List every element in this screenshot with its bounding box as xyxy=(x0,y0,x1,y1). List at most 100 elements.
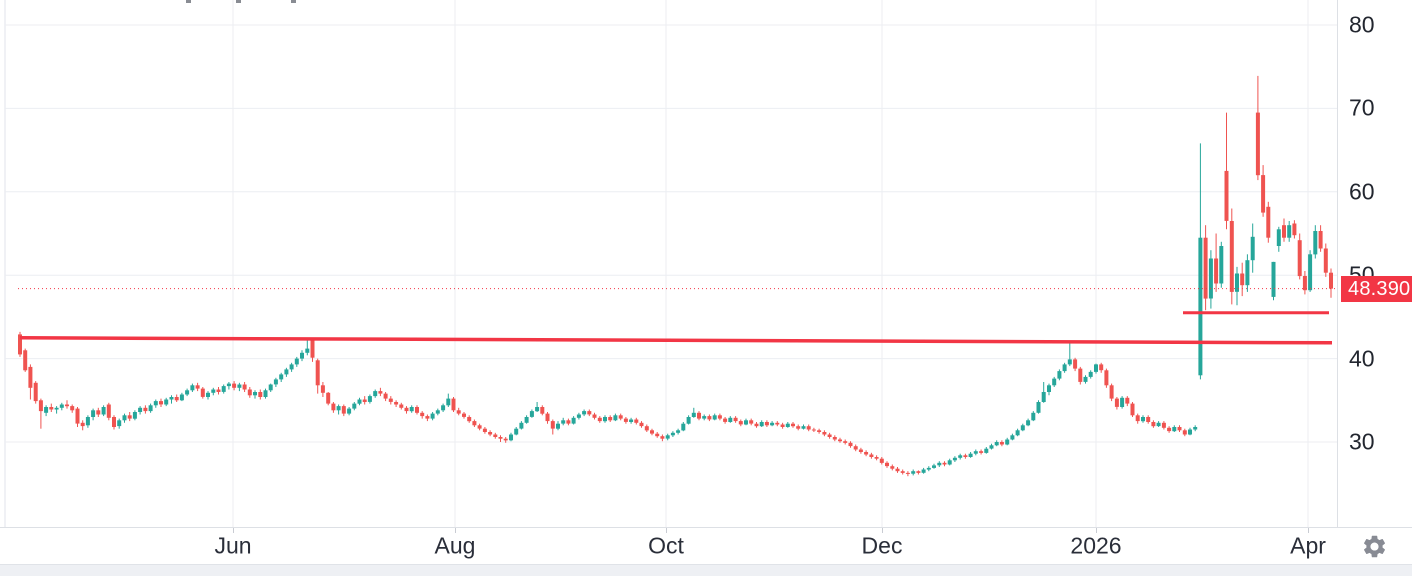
candle xyxy=(754,423,759,427)
candle xyxy=(70,406,75,411)
candle xyxy=(435,410,440,414)
long-support-ray[interactable] xyxy=(19,336,1333,345)
candle xyxy=(702,416,707,419)
candle xyxy=(200,388,205,397)
candle xyxy=(179,394,184,401)
candle xyxy=(775,422,780,425)
time-axis[interactable]: Jun Aug Oct Dec 2026 Apr xyxy=(0,527,1337,564)
time-tick-label: Dec xyxy=(861,532,903,559)
candle xyxy=(801,426,806,429)
candle xyxy=(973,451,978,454)
candle xyxy=(336,406,341,411)
candle xyxy=(420,412,425,417)
price-tick-label: 70 xyxy=(1349,94,1375,121)
time-tick-label: Oct xyxy=(648,532,684,559)
candle xyxy=(1094,364,1098,372)
candle xyxy=(686,417,691,424)
candle xyxy=(493,434,498,437)
candle xyxy=(1214,258,1219,284)
candle xyxy=(1062,364,1067,372)
price-tick-label: 80 xyxy=(1349,11,1375,38)
candle xyxy=(1167,427,1172,432)
price-tick-label: 60 xyxy=(1349,178,1375,205)
candle xyxy=(253,392,257,396)
candle xyxy=(206,392,210,397)
time-axis-settings-button[interactable] xyxy=(1337,527,1412,564)
candle xyxy=(566,420,571,424)
candle xyxy=(911,471,916,474)
candle xyxy=(1240,273,1245,286)
candle xyxy=(357,399,362,404)
candlestick-plot[interactable] xyxy=(0,0,1337,527)
candle xyxy=(556,423,560,429)
candle xyxy=(869,454,874,457)
candle xyxy=(827,434,832,437)
candle xyxy=(159,401,163,405)
candle xyxy=(712,415,717,420)
candle xyxy=(764,422,769,426)
candle xyxy=(49,407,54,410)
candle xyxy=(895,468,900,472)
candle xyxy=(1104,370,1109,386)
candle xyxy=(926,467,931,470)
candle xyxy=(550,421,555,429)
price-tick-label: 40 xyxy=(1349,345,1375,372)
candle xyxy=(921,469,926,473)
candle xyxy=(1250,236,1255,261)
candle xyxy=(1083,376,1088,382)
candle xyxy=(811,429,816,431)
candle xyxy=(1287,225,1292,238)
candle xyxy=(958,455,963,458)
candle xyxy=(587,411,592,415)
candle xyxy=(415,407,419,413)
candle xyxy=(592,414,597,418)
candle xyxy=(1235,273,1239,292)
cropped-text-artifact xyxy=(291,0,296,3)
candle xyxy=(446,398,451,406)
candle xyxy=(1313,231,1318,255)
candle xyxy=(106,404,111,418)
candle xyxy=(1099,364,1104,371)
candle xyxy=(211,389,216,393)
candle xyxy=(916,471,921,473)
candle xyxy=(1109,385,1114,399)
candle xyxy=(18,334,22,355)
candle xyxy=(1229,221,1234,292)
candle xyxy=(1276,229,1281,246)
candle xyxy=(796,426,801,429)
candle xyxy=(247,389,252,396)
candle xyxy=(164,399,169,405)
cropped-text-artifact xyxy=(186,0,191,3)
candle xyxy=(1208,258,1213,299)
candle xyxy=(1261,175,1266,213)
candle xyxy=(582,411,587,415)
candle xyxy=(1271,261,1276,297)
candle xyxy=(838,439,842,442)
candle xyxy=(1125,397,1130,404)
candle xyxy=(488,432,493,435)
candle xyxy=(96,410,101,415)
candle xyxy=(603,417,607,422)
candle xyxy=(59,404,64,408)
candle xyxy=(979,451,984,453)
candle xyxy=(707,416,712,420)
candle xyxy=(597,417,602,422)
candle xyxy=(1329,272,1333,289)
candle xyxy=(723,418,728,422)
candle xyxy=(153,401,158,406)
candle xyxy=(655,433,660,437)
time-tick-label: Apr xyxy=(1290,532,1326,559)
candle xyxy=(879,458,884,463)
candle xyxy=(190,385,195,391)
candle xyxy=(848,442,853,447)
candle xyxy=(613,415,618,421)
candle xyxy=(618,415,623,419)
last-price-label: 48.390 xyxy=(1341,276,1412,302)
candle xyxy=(1047,385,1051,392)
candle xyxy=(462,413,466,417)
candle xyxy=(305,348,310,353)
candle xyxy=(1078,368,1083,382)
candle xyxy=(33,382,38,402)
time-tick-label: 2026 xyxy=(1070,532,1122,559)
